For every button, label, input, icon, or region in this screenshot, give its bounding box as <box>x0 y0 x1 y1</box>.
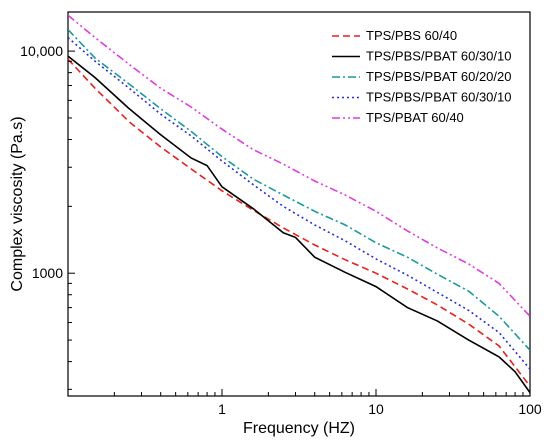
series-layer <box>68 14 530 394</box>
legend-label-4: TPS/PBS/PBAT 60/30/10 <box>366 90 512 105</box>
series-line-3 <box>68 29 530 351</box>
series-line-1 <box>68 58 530 387</box>
x-axis-title: Frequency (HZ) <box>243 420 355 437</box>
ticks-layer: 1 10 100 1000 10,000 <box>20 43 542 417</box>
legend-label-1: TPS/PBS 60/40 <box>366 28 457 43</box>
y-tick-label-1: 1000 <box>32 265 63 281</box>
series-line-2 <box>68 55 530 394</box>
legend: TPS/PBS 60/40 TPS/PBS/PBAT 60/30/10 TPS/PB… <box>332 28 512 125</box>
series-line-5 <box>68 14 530 317</box>
x-tick-label-3: 100 <box>518 401 542 417</box>
plot-frame <box>67 11 531 397</box>
x-tick-label-1: 1 <box>218 401 226 417</box>
legend-label-5: TPS/PBAT 60/40 <box>366 110 464 125</box>
x-tick-label-2: 10 <box>368 401 384 417</box>
series-line-4 <box>68 36 530 370</box>
y-tick-label-2: 10,000 <box>20 43 63 59</box>
y-axis-title: Complex viscosity (Pa.s) <box>9 116 26 291</box>
legend-label-2: TPS/PBS/PBAT 60/30/10 <box>366 49 512 64</box>
legend-label-3: TPS/PBS/PBAT 60/20/20 <box>366 69 512 84</box>
